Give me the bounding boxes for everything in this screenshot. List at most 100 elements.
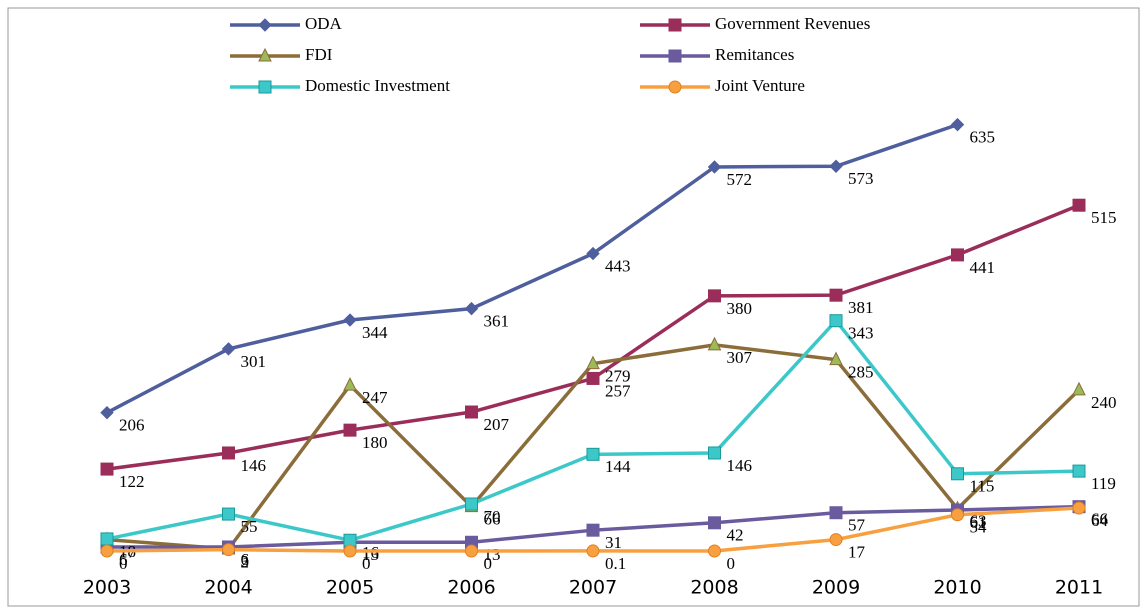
legend-label: ODA — [305, 14, 343, 33]
data-label: 31 — [605, 533, 622, 552]
marker — [343, 533, 357, 547]
marker — [343, 377, 357, 391]
marker — [222, 446, 235, 460]
marker — [829, 533, 843, 547]
legend-label: Domestic Investment — [305, 76, 450, 95]
x-tick-label: 2008 — [690, 577, 738, 599]
data-label: 285 — [848, 363, 874, 382]
data-label: 146 — [241, 456, 267, 475]
data-label: 55 — [241, 517, 258, 536]
marker — [829, 314, 843, 328]
data-label: 70 — [484, 507, 501, 526]
legend-label: FDI — [305, 45, 333, 64]
marker — [258, 80, 272, 94]
marker — [343, 544, 357, 558]
data-label: 441 — [970, 258, 996, 277]
x-tick-label: 2004 — [204, 577, 252, 599]
data-label: 61 — [970, 513, 987, 532]
data-label: 247 — [362, 388, 388, 407]
marker — [1072, 464, 1086, 478]
marker — [1072, 501, 1086, 515]
marker — [100, 544, 114, 558]
marker — [1072, 198, 1086, 212]
data-label: 380 — [727, 299, 753, 318]
data-label: 2 — [241, 553, 250, 572]
marker — [465, 497, 478, 511]
data-label: 3 — [241, 552, 250, 571]
data-label: 64 — [1091, 511, 1109, 530]
x-tick-label: 2010 — [933, 577, 981, 599]
data-label: 381 — [848, 298, 874, 317]
data-label: 635 — [970, 128, 996, 147]
data-label: 343 — [848, 324, 874, 343]
marker — [586, 371, 600, 385]
data-label: 0 — [119, 554, 128, 573]
marker — [668, 18, 682, 32]
marker — [829, 288, 843, 302]
marker — [829, 506, 843, 520]
marker — [668, 49, 682, 63]
marker — [708, 544, 721, 558]
data-label: 206 — [119, 416, 145, 435]
legend-label: Remitances — [715, 45, 794, 64]
data-label: 0 — [484, 554, 493, 573]
data-label: 0 — [362, 554, 371, 573]
data-label: 17 — [848, 542, 866, 561]
x-tick-label: 2005 — [326, 577, 374, 599]
data-label: 240 — [1091, 393, 1117, 412]
marker — [668, 80, 682, 94]
x-tick-label: 2007 — [569, 577, 617, 599]
data-label: 63 — [970, 512, 987, 531]
data-label: 257 — [605, 381, 631, 400]
marker — [464, 301, 479, 316]
series-line — [106, 122, 959, 415]
data-label: 57 — [848, 516, 866, 535]
data-label: 443 — [605, 256, 631, 275]
marker — [343, 313, 357, 327]
marker — [950, 117, 965, 132]
marker — [708, 446, 721, 460]
legend-label: Joint Venture — [715, 76, 805, 95]
marker — [586, 447, 600, 461]
marker — [708, 289, 721, 303]
marker — [586, 355, 600, 370]
data-label: 573 — [848, 169, 874, 188]
marker — [829, 351, 843, 366]
marker — [586, 544, 600, 558]
data-label: 54 — [970, 518, 988, 537]
data-label: 42 — [727, 526, 744, 545]
marker — [707, 336, 722, 351]
marker — [586, 246, 600, 261]
data-label: 119 — [1091, 474, 1116, 493]
data-label: 66 — [1091, 510, 1108, 529]
marker — [343, 423, 357, 437]
x-tick-label: 2003 — [83, 577, 131, 599]
data-label: 122 — [119, 472, 145, 491]
data-label: 180 — [362, 433, 388, 452]
data-label: 146 — [727, 456, 753, 475]
legend-label: Government Revenues — [715, 14, 870, 33]
x-tick-label: 2011 — [1055, 577, 1103, 599]
chart-border — [7, 7, 1140, 607]
data-label: 572 — [727, 170, 753, 189]
marker — [1072, 381, 1086, 396]
marker — [707, 160, 722, 174]
data-label: 0 — [727, 554, 736, 573]
marker — [258, 18, 272, 32]
data-label: 279 — [605, 367, 631, 386]
data-label: 515 — [1091, 208, 1117, 227]
data-label: 207 — [484, 415, 510, 434]
marker — [221, 342, 236, 356]
marker — [100, 405, 114, 420]
marker — [708, 516, 721, 530]
data-label: 344 — [362, 323, 388, 342]
x-tick-label: 2006 — [447, 577, 495, 599]
marker — [465, 544, 478, 558]
x-tick-label: 2009 — [812, 577, 860, 599]
data-label: 301 — [241, 352, 267, 371]
data-label: 307 — [727, 348, 753, 367]
marker — [222, 543, 235, 557]
marker — [951, 467, 964, 481]
marker — [951, 248, 964, 262]
